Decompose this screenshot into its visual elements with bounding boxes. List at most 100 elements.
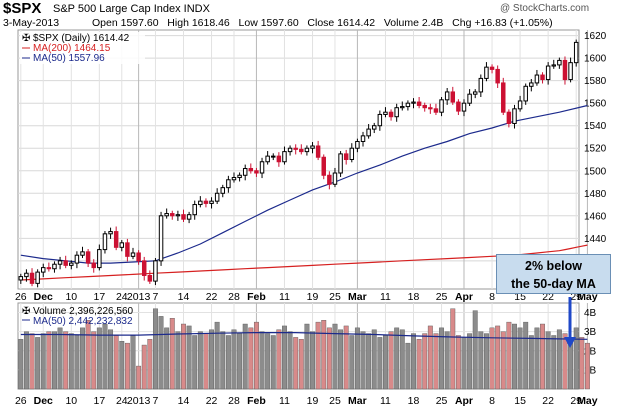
volume-x-tick-label: 25 bbox=[436, 395, 448, 407]
volume-bar bbox=[270, 335, 276, 390]
volume-bar bbox=[523, 321, 529, 390]
volume-bar bbox=[282, 325, 287, 390]
price-x-tick-label: 18 bbox=[408, 291, 420, 303]
volume-bar bbox=[517, 327, 523, 390]
volume-bar bbox=[495, 325, 501, 390]
price-x-tick-label: Apr bbox=[455, 291, 473, 303]
volume-bar bbox=[63, 331, 69, 390]
volume-bar bbox=[321, 320, 327, 390]
volume-legend: ✠ Volume 2,396,226,560 MA(50) 2,442,232,… bbox=[22, 306, 134, 327]
volume-bar bbox=[130, 335, 136, 390]
candle-down bbox=[125, 242, 130, 257]
candle-up bbox=[573, 41, 579, 64]
candle-up bbox=[158, 215, 164, 262]
volume-bar bbox=[214, 321, 220, 390]
candle-up bbox=[366, 128, 371, 137]
price-y-tick-label: 1560 bbox=[584, 99, 607, 110]
candle-up bbox=[18, 276, 24, 281]
volume-x-tick-label: 28 bbox=[228, 395, 240, 407]
volume-bar bbox=[394, 327, 400, 390]
candle-up bbox=[119, 242, 125, 248]
price-x-tick-label: Mar bbox=[348, 291, 367, 303]
volume-y-tick-label: 1B bbox=[584, 365, 597, 376]
candle-up bbox=[108, 231, 113, 235]
volume-y-tick-label: 3B bbox=[584, 327, 597, 338]
candle-up bbox=[545, 65, 551, 81]
candle-up bbox=[461, 102, 467, 112]
volume-bar bbox=[23, 331, 29, 390]
price-y-tick-label: 1480 bbox=[584, 189, 607, 200]
quote-summary: Open 1597.60 High 1618.46 Low 1597.60 Cl… bbox=[92, 17, 553, 29]
candle-up bbox=[164, 213, 169, 217]
candle-down bbox=[254, 170, 259, 174]
volume-bar bbox=[293, 337, 299, 390]
volume-bar bbox=[551, 335, 557, 390]
volume-x-tick-label: May bbox=[577, 395, 598, 407]
price-y-tick-label: 1520 bbox=[584, 144, 607, 155]
volume-bar bbox=[489, 327, 495, 390]
price-x-tick-label: 15 bbox=[514, 291, 526, 303]
candle-up bbox=[534, 74, 540, 84]
price-legend-icon: ✠ bbox=[22, 33, 30, 44]
candle-up bbox=[242, 168, 248, 176]
candle-up bbox=[231, 177, 237, 181]
candle-down bbox=[315, 145, 321, 158]
price-y-tick-label: 1460 bbox=[584, 211, 607, 222]
candle-up bbox=[198, 200, 203, 206]
volume-bar bbox=[579, 337, 585, 390]
volume-x-tick-label: 22 bbox=[206, 395, 218, 407]
volume-bar bbox=[209, 329, 214, 390]
volume-bar bbox=[74, 335, 80, 390]
candle-up bbox=[265, 155, 270, 163]
volume-bar bbox=[181, 323, 186, 390]
candle-down bbox=[506, 111, 512, 124]
volume-bar bbox=[153, 308, 158, 390]
volume-bar bbox=[450, 308, 456, 390]
volume-bar bbox=[85, 320, 91, 390]
volume-bar bbox=[540, 323, 545, 390]
volume-bar bbox=[40, 333, 46, 390]
candle-up bbox=[467, 93, 472, 104]
callout-line-2: the 50-day MA bbox=[511, 277, 596, 291]
candle-down bbox=[321, 156, 326, 176]
candle-up bbox=[405, 102, 411, 108]
volume-bar bbox=[332, 323, 338, 390]
volume-bar bbox=[298, 339, 304, 390]
annotation-callout: 2% below the 50-day MA bbox=[496, 254, 611, 294]
volume-bar bbox=[248, 327, 254, 390]
volume-bar bbox=[439, 327, 444, 390]
quote-date: 3-May-2013 bbox=[3, 17, 60, 29]
volume-bar bbox=[192, 335, 198, 390]
volume-bar bbox=[326, 327, 332, 390]
candle-up bbox=[186, 214, 192, 220]
candle-down bbox=[495, 68, 500, 84]
volume-bar bbox=[315, 321, 321, 390]
candle-up bbox=[35, 271, 40, 284]
price-x-tick-label: 28 bbox=[228, 291, 240, 303]
price-x-tick-label: Dec bbox=[34, 291, 53, 303]
volume-bar bbox=[360, 331, 366, 390]
volume-bar bbox=[455, 335, 461, 390]
volume-bar bbox=[545, 331, 551, 390]
legend-volume: Volume 2,396,226,560 bbox=[33, 306, 134, 317]
volume-x-tick-label: 22 bbox=[542, 395, 554, 407]
volume-bar bbox=[197, 331, 203, 390]
volume-bar bbox=[377, 337, 383, 390]
volume-bar bbox=[500, 331, 506, 390]
price-x-tick-label: 11 bbox=[380, 291, 391, 303]
candle-up bbox=[512, 108, 517, 124]
volume-bar bbox=[304, 323, 310, 390]
volume-bar bbox=[556, 329, 562, 390]
volume-x-tick-label: 2013 bbox=[127, 395, 151, 407]
volume-x-tick-label: Apr bbox=[455, 395, 473, 407]
volume-bar bbox=[141, 344, 147, 390]
volume-bar bbox=[108, 329, 114, 390]
volume-bar bbox=[444, 331, 450, 390]
candle-up bbox=[80, 251, 85, 256]
candle-down bbox=[170, 213, 175, 217]
price-x-tick-label: 2013 bbox=[127, 291, 151, 303]
volume-bar bbox=[253, 321, 259, 390]
candle-up bbox=[24, 272, 29, 278]
callout-line-1: 2% below bbox=[525, 259, 582, 273]
candle-up bbox=[360, 135, 366, 142]
